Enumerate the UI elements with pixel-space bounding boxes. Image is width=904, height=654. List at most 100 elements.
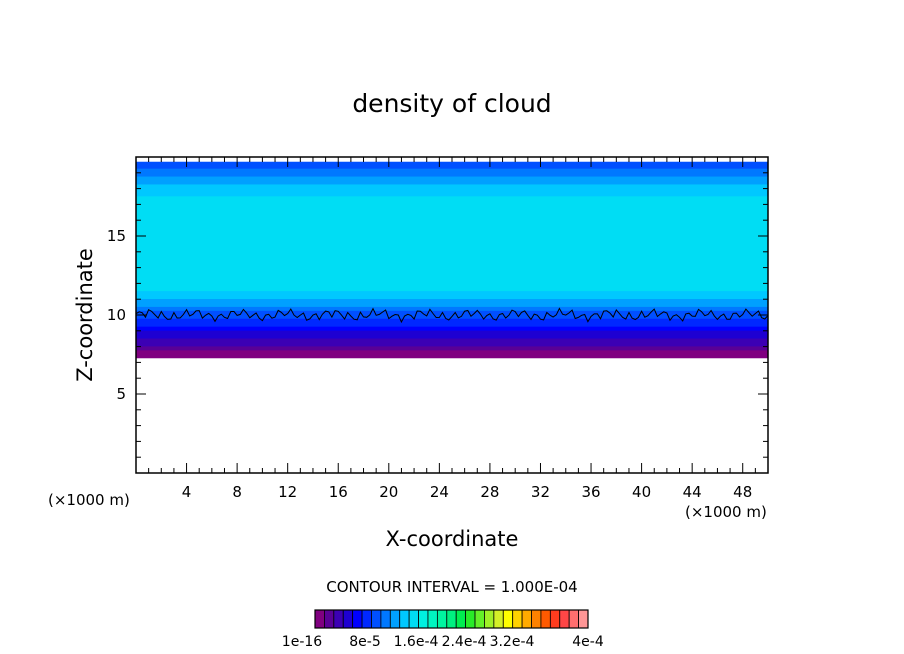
colorbar [314, 609, 589, 629]
heatmap-band [136, 274, 768, 280]
heatmap-band [136, 219, 768, 224]
heatmap-band [136, 294, 768, 300]
heatmap-band [136, 326, 768, 331]
colorbar-swatch [446, 609, 457, 629]
contour-interval-label: CONTOUR INTERVAL = 1.000E-04 [326, 578, 577, 596]
x-tick-label: 20 [379, 483, 398, 501]
heatmap-band [136, 330, 768, 335]
heatmap-band [136, 278, 768, 284]
heatmap-band [136, 172, 768, 177]
heatmap-band [136, 231, 768, 236]
colorbar-swatch [578, 609, 589, 629]
heatmap-band [136, 207, 768, 213]
colorbar-swatch [436, 609, 448, 629]
chart-title: density of cloud [352, 89, 551, 118]
colorbar-swatch [380, 609, 391, 629]
heatmap-band [136, 175, 768, 181]
colorbar-swatch [399, 609, 410, 629]
colorbar-swatch [474, 609, 485, 629]
x-tick-label: 12 [278, 483, 297, 501]
x-tick-label: 24 [430, 483, 449, 501]
heatmap-band [136, 254, 768, 260]
heatmap-band [136, 333, 768, 339]
colorbar-swatch [512, 609, 523, 629]
x-axis-ticks: 4 8 12 16 20 24 28 32 36 40 44 48 [148, 157, 756, 501]
heatmap-band [136, 286, 768, 292]
colorbar-tick-label: 1e-16 [282, 634, 322, 650]
heatmap-band [136, 223, 768, 228]
colorbar-swatch [559, 609, 570, 629]
colorbar-frame [314, 609, 589, 629]
cloud-bands [136, 161, 768, 359]
heatmap-band [136, 179, 768, 185]
colorbar-swatch [371, 609, 382, 629]
colorbar-swatch [484, 609, 495, 629]
x-tick-label: 44 [683, 483, 702, 501]
heatmap-band [136, 266, 768, 272]
heatmap-band [136, 203, 768, 209]
colorbar-tick-labels: 1e-16 8e-5 1.6e-4 2.4e-4 3.2e-4 4e-4 [282, 634, 604, 650]
colorbar-tick-label: 4e-4 [572, 634, 604, 650]
heatmap-band [136, 199, 768, 205]
x-tick-label: 4 [182, 483, 192, 501]
heatmap-band [136, 322, 768, 327]
heatmap-band [136, 168, 768, 173]
colorbar-swatch [408, 609, 419, 629]
colorbar-swatch [333, 609, 344, 629]
colorbar-swatch [568, 609, 579, 629]
heatmap-band [136, 164, 768, 169]
colorbar-swatch [502, 609, 514, 629]
heatmap-field [135, 157, 769, 473]
colorbar-swatch [549, 609, 561, 629]
y-tick-label: 5 [116, 385, 126, 403]
colorbar-swatch [427, 609, 438, 629]
heatmap-band [136, 183, 768, 189]
heatmap-band [136, 187, 768, 193]
heatmap-band [136, 349, 768, 355]
x-tick-label: 48 [733, 483, 752, 501]
heatmap-band [136, 337, 768, 343]
contour-line [135, 307, 769, 324]
x-tick-label: 16 [329, 483, 348, 501]
y-tick-label: 15 [107, 227, 126, 245]
colorbar-swatch [361, 609, 372, 629]
heatmap-band [136, 227, 768, 232]
heatmap-band [136, 353, 768, 359]
heatmap-band [136, 345, 768, 351]
heatmap-band [136, 310, 768, 315]
heatmap-band [136, 318, 768, 323]
x-unit-label-right: (×1000 m) [685, 503, 767, 521]
heatmap-band [136, 290, 768, 296]
heatmap-band [136, 211, 768, 217]
x-axis-label: X-coordinate [386, 527, 519, 551]
colorbar-swatch [352, 609, 363, 629]
colorbar-tick-label: 3.2e-4 [490, 634, 535, 650]
heatmap-band [136, 215, 768, 221]
heatmap-band [136, 270, 768, 276]
colorbar-swatch [324, 609, 335, 629]
heatmap-band [136, 298, 768, 303]
y-axis-label: Z-coordinate [73, 248, 97, 382]
x-tick-label: 32 [531, 483, 550, 501]
colorbar-swatch [465, 609, 476, 629]
colorbar-swatch [389, 609, 401, 629]
x-unit-label-left: (×1000 m) [48, 491, 130, 509]
x-tick-label: 36 [581, 483, 600, 501]
colorbar-swatch [493, 609, 504, 629]
heatmap-band [136, 251, 768, 256]
heatmap-band [136, 235, 768, 240]
heatmap-band [136, 161, 768, 165]
heatmap-band [136, 247, 768, 252]
heatmap-band [136, 258, 768, 264]
x-tick-label: 28 [480, 483, 499, 501]
colorbar-tick-label: 2.4e-4 [442, 634, 487, 650]
colorbar-swatch [540, 609, 551, 629]
y-tick-label: 10 [107, 306, 126, 324]
heatmap-band [136, 243, 768, 248]
colorbar-swatch [455, 609, 467, 629]
colorbar-swatch [342, 609, 354, 629]
heatmap-band [136, 191, 768, 197]
colorbar-tick-label: 1.6e-4 [394, 634, 439, 650]
colorbar-swatch [418, 609, 429, 629]
